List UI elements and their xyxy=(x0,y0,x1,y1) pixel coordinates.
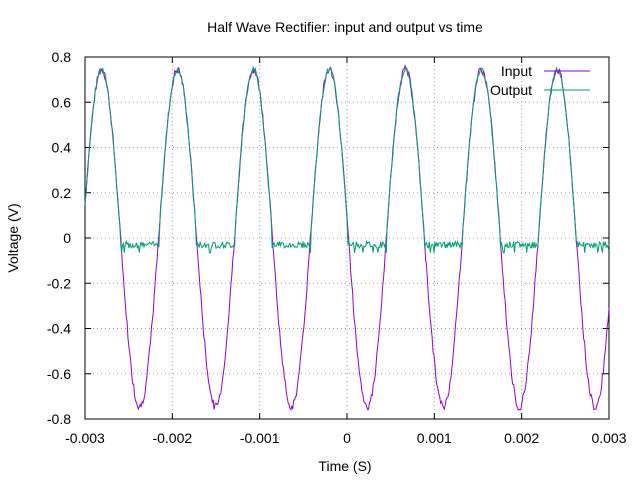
legend: Input Output xyxy=(490,63,590,98)
y-tick-label: -0.2 xyxy=(47,275,71,291)
x-tick-labels: -0.003 -0.002 -0.001 0 0.001 0.002 0.003 xyxy=(65,430,627,446)
y-tick-label: -0.4 xyxy=(47,321,71,337)
y-tick-label: 0.8 xyxy=(52,49,72,65)
x-tick-label: -0.002 xyxy=(152,430,192,446)
x-axis-label: Time (S) xyxy=(318,458,371,474)
chart-title: Half Wave Rectifier: input and output vs… xyxy=(207,19,483,35)
grid xyxy=(85,57,609,419)
tick-marks xyxy=(84,56,610,420)
y-tick-label: 0.4 xyxy=(52,140,72,156)
x-tick-label: 0 xyxy=(343,430,351,446)
y-tick-label: 0 xyxy=(63,230,71,246)
x-tick-label: -0.003 xyxy=(65,430,105,446)
y-tick-label: 0.6 xyxy=(52,94,72,110)
series-layer xyxy=(84,64,610,412)
x-tick-label: -0.001 xyxy=(240,430,280,446)
y-tick-label: -0.8 xyxy=(47,411,71,427)
series-line-output xyxy=(84,66,610,254)
x-tick-label: 0.001 xyxy=(417,430,452,446)
y-axis-label: Voltage (V) xyxy=(5,203,21,272)
x-tick-label: 0.002 xyxy=(504,430,539,446)
y-tick-labels: 0.8 0.6 0.4 0.2 0 -0.2 -0.4 -0.6 -0.8 xyxy=(47,49,71,427)
y-tick-label: -0.6 xyxy=(47,366,71,382)
x-tick-label: 0.003 xyxy=(591,430,626,446)
y-tick-label: 0.2 xyxy=(52,185,72,201)
legend-label-output: Output xyxy=(490,82,532,98)
legend-label-input: Input xyxy=(501,63,532,79)
